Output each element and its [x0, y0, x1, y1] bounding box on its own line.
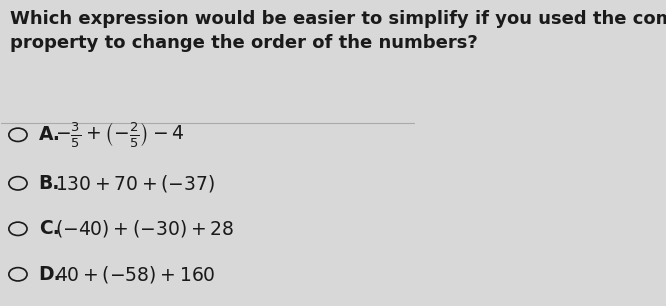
- Text: D.: D.: [39, 265, 61, 284]
- Text: $40+(-58)+160$: $40+(-58)+160$: [55, 264, 216, 285]
- Text: B.: B.: [39, 174, 60, 193]
- Text: A.: A.: [39, 125, 61, 144]
- Text: $(-40)+(-30)+28$: $(-40)+(-30)+28$: [55, 218, 234, 239]
- Text: $130+70+(-37)$: $130+70+(-37)$: [55, 173, 215, 194]
- Text: $-\frac{3}{5}+\left(-\frac{2}{5}\right)-4$: $-\frac{3}{5}+\left(-\frac{2}{5}\right)-…: [55, 120, 185, 150]
- Text: Which expression would be easier to simplify if you used the commutative
propert: Which expression would be easier to simp…: [10, 10, 666, 52]
- Text: C.: C.: [39, 219, 59, 238]
